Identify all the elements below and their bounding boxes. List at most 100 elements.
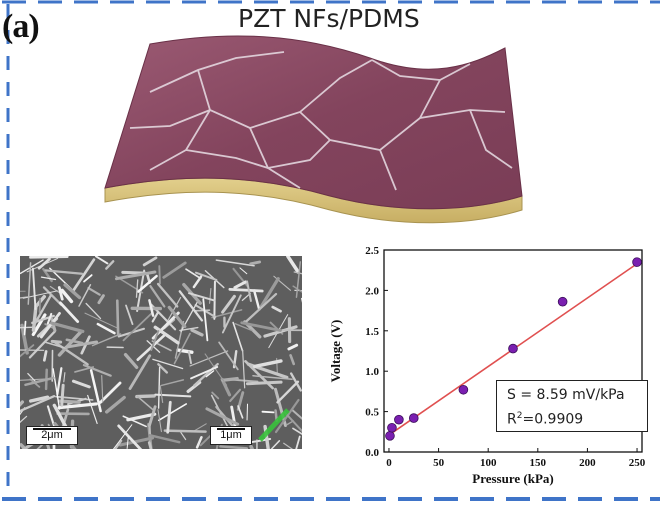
nanofiber [105,395,126,414]
nanofiber [57,402,98,410]
nanofiber [229,388,242,403]
data-points [385,257,642,441]
nanofiber [63,372,66,383]
nanofiber [122,311,154,342]
nanofiber [118,436,155,447]
nanofiber [252,374,293,381]
crack-network [129,51,513,191]
data-point [408,413,419,423]
nanofiber [199,434,212,447]
nanofiber [91,333,122,347]
nanofiber [209,287,212,304]
nanofiber [57,286,64,301]
nanofiber [180,431,187,441]
nanofiber [283,442,294,449]
nanofiber [99,381,122,404]
nanofiber [178,290,204,322]
nanofiber [237,405,244,419]
plot-frame [383,249,643,453]
nanofiber [123,352,139,369]
nanofiber [220,377,232,397]
nanofiber [190,328,204,337]
nanofiber [185,268,202,280]
nanofiber [122,415,147,428]
x-tick-label: 150 [530,457,547,469]
nanofiber [151,311,159,323]
nanofiber [137,274,158,293]
nanofiber [28,330,57,359]
nanofiber [44,269,84,275]
nanofiber [218,341,239,371]
nanofiber [287,343,299,351]
scalebar-right-label: 1μm [220,429,242,441]
nanofiber [63,283,82,300]
nanofiber [60,288,74,304]
nanofiber [64,340,99,349]
nanofiber [194,304,217,319]
nanofiber [128,354,152,390]
scalebar-right: 1μm [210,426,252,445]
voltage-pressure-chart: 0 50 100 150 200 250 0.0 0.5 1.0 1.5 2.0 2.5 Pressu… [328,245,646,486]
nanofiber [82,364,112,377]
nanofiber [245,380,283,386]
y-tick-label: 2.5 [365,245,379,257]
nanofiber [202,298,209,342]
nanofiber [105,260,115,270]
nanofiber [234,323,253,332]
film-top-surface [104,35,523,210]
nanofiber [295,261,302,298]
x-tick-label: 0 [386,457,392,469]
nanofiber [126,436,129,449]
data-point [458,384,469,395]
nanofiber [205,370,215,378]
pzt-film-illustration [104,35,523,224]
y-tick-label: 1.0 [365,366,379,378]
nanofiber [20,259,44,275]
nanofiber [261,410,275,414]
nanofiber [52,340,89,366]
nanofiber [49,321,85,334]
nanofiber [83,274,93,283]
nanofiber [158,265,161,285]
nanofiber [20,323,29,355]
nanofiber [135,394,156,399]
nanofiber [157,409,162,433]
nanofiber [270,440,281,449]
nanofiber [293,271,302,275]
nanofiber [125,304,134,326]
nanofiber [156,282,179,308]
nanofiber [194,271,218,281]
nanofiber [163,429,207,433]
nanofiber [221,376,239,382]
nanofiber [23,320,27,336]
x-tick-label: 250 [629,457,646,469]
nanofiber [292,427,302,435]
nanofiber [160,379,185,387]
nanofiber [94,256,109,265]
nanofiber [136,334,166,362]
nanofiber [20,378,48,381]
nanofiber [259,277,280,308]
nanofiber [59,301,80,323]
nanofiber [56,367,63,396]
nanofiber [179,326,199,332]
nanofiber [192,275,203,289]
nanofiber [166,296,182,323]
nanofiber [49,285,61,294]
nanofiber [97,294,105,305]
y-tick-label: 1.5 [365,326,379,338]
nanofiber [276,380,300,404]
nanofiber [215,259,255,267]
y-tick-label: 0.5 [365,407,379,419]
nanofiber [52,368,61,410]
nanofiber [246,280,252,302]
nanofiber [174,320,185,359]
nanofiber [65,338,84,345]
nanofiber [157,403,188,422]
nanofiber [112,424,133,449]
x-tick-label: 100 [480,457,497,469]
nanofiber [221,294,236,314]
y-tick-label: 2.0 [365,285,379,297]
nanofiber [189,350,229,367]
